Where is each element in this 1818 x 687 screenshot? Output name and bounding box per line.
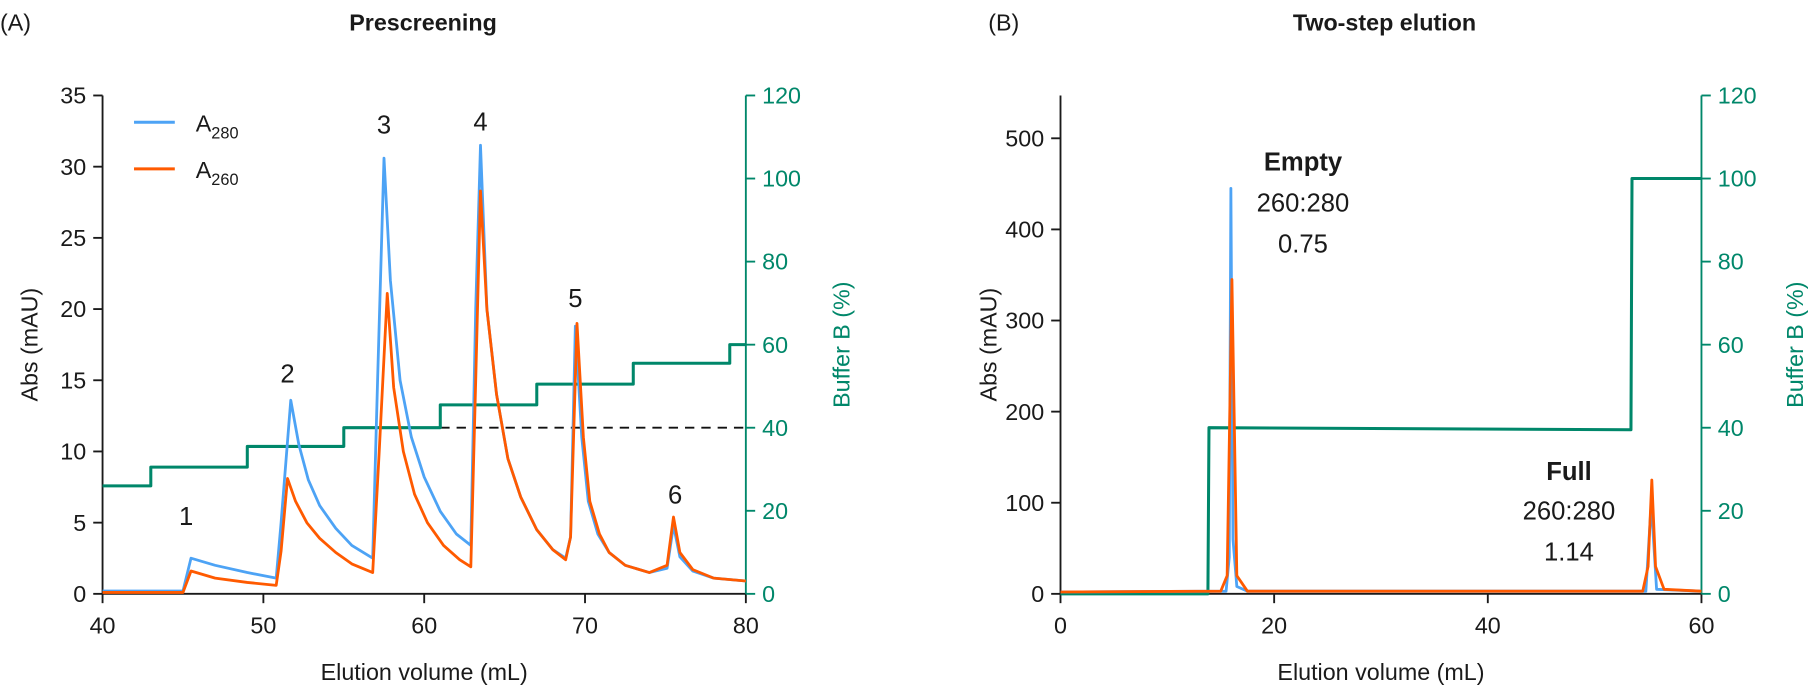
series-line-a280	[1060, 187, 1702, 594]
y-tick-label: 200	[1005, 399, 1044, 425]
y-tick-label: 0	[1031, 581, 1044, 607]
series-line-a280	[102, 143, 746, 593]
y2-tick-label: 60	[1718, 332, 1744, 358]
annotation-label: 4	[473, 108, 487, 136]
x-tick-label: 40	[90, 612, 116, 638]
x-axis-title: Elution volume (mL)	[321, 659, 528, 685]
series-line-buffer	[1060, 176, 1702, 596]
annotation-label: 260:280	[1523, 497, 1616, 525]
legend-entry-a260: A260	[134, 157, 239, 189]
legend-symbol: A	[196, 157, 212, 183]
y-tick-label: 400	[1005, 217, 1044, 243]
y2-tick-label: 60	[762, 332, 788, 358]
annotation-label: 6	[668, 481, 682, 509]
y-tick-label: 15	[60, 367, 86, 393]
series-line-a260	[1060, 278, 1702, 594]
y2-tick-label: 80	[1718, 249, 1744, 275]
annotation-label: 1.14	[1544, 538, 1594, 566]
legend-label: A260	[196, 157, 239, 189]
y2-tick-label: 40	[1718, 415, 1744, 441]
x-tick-label: 60	[411, 612, 437, 638]
y-tick-label: 20	[60, 296, 86, 322]
y2-tick-label: 120	[1718, 83, 1757, 109]
y-tick-label: 500	[1005, 125, 1044, 151]
annotation-label: Full	[1546, 458, 1592, 486]
y2-tick-label: 20	[762, 498, 788, 524]
y-tick-label: 25	[60, 225, 86, 251]
series-line-buffer	[102, 343, 746, 488]
x-tick-label: 60	[1689, 612, 1715, 638]
legend-subscript: 280	[211, 125, 238, 143]
annotation-label: 2	[280, 360, 294, 388]
panel-label: (A)	[0, 9, 31, 35]
y-tick-label: 5	[73, 510, 86, 536]
legend-entry-a280: A280	[134, 111, 239, 143]
annotation-label: 1	[179, 503, 193, 531]
chart-title: Two-step elution	[1293, 9, 1476, 35]
legend-symbol: A	[196, 111, 212, 137]
x-axis-title: Elution volume (mL)	[1277, 659, 1484, 685]
y-tick-label: 0	[73, 581, 86, 607]
x-tick-label: 0	[1054, 612, 1067, 638]
y-axis-title: Abs (mAU)	[16, 288, 42, 402]
y2-axis-title: Buffer B (%)	[1782, 282, 1808, 408]
annotation-label: 0.75	[1278, 230, 1328, 258]
y-tick-label: 100	[1005, 490, 1044, 516]
y-axis-title: Abs (mAU)	[975, 288, 1001, 402]
y2-tick-label: 0	[1718, 581, 1731, 607]
panel-label: (B)	[988, 9, 1019, 35]
legend-subscript: 260	[211, 171, 238, 189]
x-tick-label: 40	[1475, 612, 1501, 638]
x-tick-label: 70	[572, 612, 598, 638]
y2-tick-label: 100	[762, 166, 801, 192]
annotation-label: 3	[377, 111, 391, 139]
annotation-label: Empty	[1264, 148, 1343, 176]
y2-tick-label: 100	[1718, 166, 1757, 192]
legend-label: A280	[196, 111, 239, 143]
x-tick-label: 50	[250, 612, 276, 638]
y-tick-label: 35	[60, 83, 86, 109]
y2-tick-label: 20	[1718, 498, 1744, 524]
series-line-a260	[102, 189, 746, 594]
y2-axis-title: Buffer B (%)	[829, 282, 855, 408]
chart-title: Prescreening	[349, 9, 497, 35]
y-tick-label: 30	[60, 154, 86, 180]
annotation-label: 5	[568, 285, 582, 313]
x-tick-label: 80	[733, 612, 759, 638]
x-tick-label: 20	[1261, 612, 1287, 638]
y2-tick-label: 80	[762, 249, 788, 275]
y2-tick-label: 40	[762, 415, 788, 441]
y2-tick-label: 120	[762, 83, 801, 109]
y-tick-label: 10	[60, 439, 86, 465]
y-tick-label: 300	[1005, 308, 1044, 334]
y2-tick-label: 0	[762, 581, 775, 607]
annotation-label: 260:280	[1257, 189, 1350, 217]
